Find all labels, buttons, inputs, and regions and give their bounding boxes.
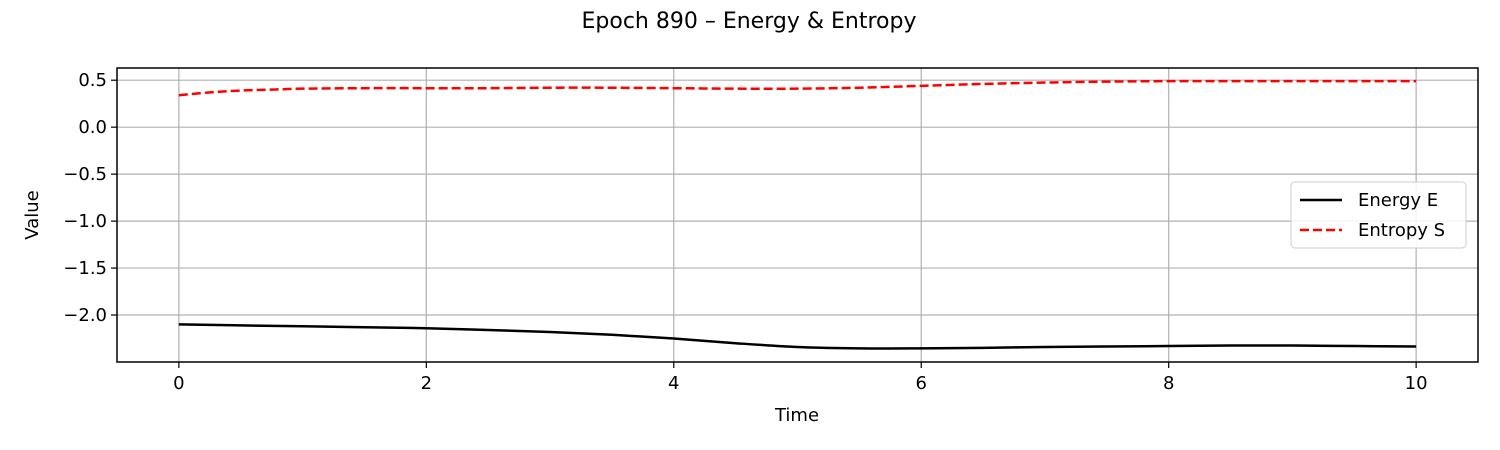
x-axis-label: Time xyxy=(774,405,819,426)
x-axis: 0 2 4 6 8 10 xyxy=(173,362,1428,394)
legend-label-entropy: Entropy S xyxy=(1358,220,1445,241)
x-tick-label: 4 xyxy=(668,373,679,394)
x-tick-label: 6 xyxy=(916,373,927,394)
series-line-energy-e xyxy=(178,323,1417,350)
y-tick-label: 0.0 xyxy=(78,117,107,138)
y-tick-label: −1.5 xyxy=(63,258,107,279)
grid xyxy=(117,68,1478,362)
legend-label-energy: Energy E xyxy=(1358,190,1438,211)
x-tick-label: 10 xyxy=(1405,373,1428,394)
legend: Energy E Entropy S xyxy=(1290,181,1467,249)
x-tick-label: 0 xyxy=(173,373,184,394)
chart-title: Epoch 890 – Energy & Entropy xyxy=(582,9,917,34)
y-axis: 0.5 0.0 −0.5 −1.0 −1.5 −2.0 xyxy=(63,70,117,326)
x-tick-label: 2 xyxy=(421,373,432,394)
y-tick-label: 0.5 xyxy=(78,70,107,91)
y-tick-label: −1.0 xyxy=(63,211,107,232)
x-tick-label: 8 xyxy=(1163,373,1174,394)
y-tick-label: −0.5 xyxy=(63,164,107,185)
plot-series xyxy=(178,79,1417,350)
plot-frame xyxy=(116,67,1479,363)
legend-box xyxy=(1290,181,1467,249)
y-axis-label: Value xyxy=(22,190,43,239)
series-line-entropy-s xyxy=(178,79,1417,97)
y-tick-label: −2.0 xyxy=(63,305,107,326)
